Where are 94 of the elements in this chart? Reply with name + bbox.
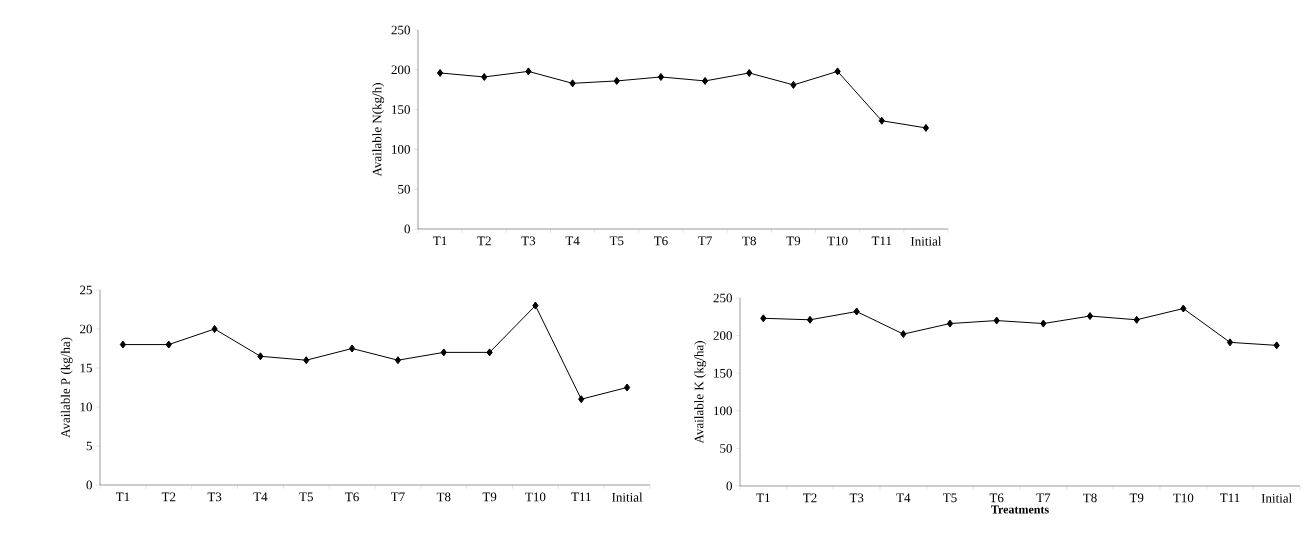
point bbox=[119, 340, 127, 349]
x-tick-label: T10 bbox=[827, 236, 848, 246]
y-tick-label: 200 bbox=[391, 65, 410, 75]
x-tick-label: T2 bbox=[803, 493, 817, 503]
x-tick-label: T6 bbox=[345, 492, 359, 502]
y-tick-label: 5 bbox=[86, 441, 92, 451]
x-tick-label: Initial bbox=[1261, 493, 1292, 503]
point bbox=[569, 79, 576, 88]
x-tick-label: T6 bbox=[989, 493, 1004, 503]
x-tick-label: T8 bbox=[742, 236, 756, 246]
x-tick-label: T4 bbox=[253, 492, 268, 502]
point bbox=[211, 324, 218, 333]
point bbox=[481, 72, 488, 81]
x-tick-label: T5 bbox=[299, 492, 313, 502]
x-tick-label: Initial bbox=[910, 236, 942, 246]
point bbox=[525, 67, 532, 76]
y-tick-label: 0 bbox=[726, 481, 732, 491]
point bbox=[578, 395, 585, 404]
point bbox=[303, 356, 310, 365]
y-tick-label: 250 bbox=[391, 25, 410, 35]
x-tick-label: T1 bbox=[756, 493, 770, 503]
point bbox=[623, 383, 631, 392]
x-tick-label: T8 bbox=[436, 492, 451, 502]
point bbox=[993, 316, 1000, 325]
y-tick-label: 10 bbox=[80, 402, 92, 412]
x-tick-label: T2 bbox=[477, 236, 491, 246]
point bbox=[532, 301, 539, 310]
point bbox=[790, 80, 797, 89]
x-axis-title: Treatments bbox=[991, 505, 1049, 514]
point bbox=[806, 315, 814, 324]
x-tick-label: T7 bbox=[390, 492, 405, 502]
y-axis-title: Available N(kg/h) bbox=[372, 83, 385, 177]
y-axis-title: Available P (kg/ha) bbox=[60, 337, 73, 438]
point bbox=[165, 340, 172, 349]
point bbox=[760, 314, 767, 323]
y-tick-label: 50 bbox=[398, 184, 410, 194]
point bbox=[486, 348, 493, 357]
x-tick-label: T3 bbox=[849, 493, 864, 503]
y-tick-label: 100 bbox=[714, 406, 732, 416]
y-tick-label: 100 bbox=[392, 145, 410, 154]
y-tick-label: 150 bbox=[392, 105, 410, 114]
point bbox=[878, 116, 885, 125]
x-tick-label: T8 bbox=[1083, 493, 1097, 503]
x-tick-label: T7 bbox=[1036, 493, 1051, 503]
point bbox=[834, 67, 841, 76]
x-tick-label: T10 bbox=[525, 492, 546, 502]
x-tick-label: T9 bbox=[1129, 493, 1144, 503]
x-tick-label: T3 bbox=[521, 236, 536, 246]
point bbox=[900, 330, 907, 339]
point bbox=[701, 76, 709, 85]
x-tick-label: Initial bbox=[612, 492, 643, 502]
y-tick-label: 150 bbox=[714, 368, 732, 378]
point bbox=[394, 356, 402, 365]
x-tick-label: T10 bbox=[1173, 493, 1194, 503]
x-tick-label: T5 bbox=[609, 236, 624, 246]
point bbox=[1273, 341, 1280, 350]
x-tick-label: T1 bbox=[115, 492, 130, 502]
x-tick-label: T7 bbox=[698, 236, 712, 246]
point bbox=[853, 307, 860, 316]
x-tick-label: T3 bbox=[207, 492, 222, 502]
point bbox=[946, 319, 954, 328]
y-tick-label: 15 bbox=[80, 363, 92, 373]
point bbox=[657, 72, 665, 81]
x-tick-label: T5 bbox=[943, 493, 957, 503]
y-tick-label: 25 bbox=[80, 285, 92, 295]
x-tick-label: T1 bbox=[433, 236, 447, 246]
point bbox=[440, 348, 447, 357]
point bbox=[922, 123, 930, 132]
point bbox=[1040, 319, 1047, 328]
x-tick-label: T11 bbox=[871, 236, 892, 246]
point bbox=[1133, 315, 1140, 324]
y-tick-label: 20 bbox=[80, 324, 92, 334]
x-tick-label: T9 bbox=[482, 492, 497, 502]
x-tick-label: T2 bbox=[161, 492, 176, 502]
y-tick-label: 200 bbox=[713, 331, 732, 340]
y-tick-label: 0 bbox=[404, 224, 410, 234]
point bbox=[257, 352, 264, 361]
y-tick-label: 250 bbox=[713, 293, 732, 303]
point bbox=[436, 68, 444, 77]
point bbox=[1180, 304, 1187, 313]
point bbox=[746, 68, 753, 77]
y-tick-label: 0 bbox=[86, 480, 92, 490]
point bbox=[1086, 312, 1094, 321]
x-tick-label: T4 bbox=[896, 493, 911, 503]
x-tick-label: T9 bbox=[786, 236, 801, 246]
point bbox=[613, 76, 620, 85]
y-axis-title: Available K (kg/ha) bbox=[694, 341, 707, 444]
x-tick-label: T6 bbox=[653, 236, 668, 246]
point bbox=[1226, 338, 1234, 347]
y-tick-label: 50 bbox=[720, 444, 732, 453]
point bbox=[348, 344, 356, 353]
x-tick-label: T11 bbox=[571, 492, 591, 502]
x-tick-label: T11 bbox=[1220, 493, 1240, 503]
x-tick-label: T4 bbox=[565, 236, 580, 246]
